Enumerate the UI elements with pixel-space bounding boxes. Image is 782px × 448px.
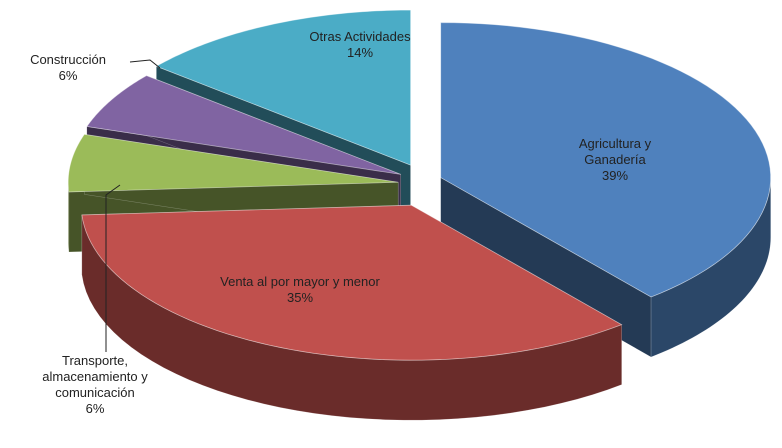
slice-value: 39% [601,168,629,183]
data-label: Construcción 6% [3,52,133,84]
slice-value: 6% [85,401,105,416]
slice-name: Transporte, almacenamiento y comunicació… [42,353,148,400]
slice-value: 6% [58,68,78,83]
pie-slice [86,75,401,175]
leader-line [129,59,161,69]
pie-slice [81,204,623,361]
slice-name: Construcción [30,52,106,67]
slice-value: 35% [286,290,314,305]
leader-line [105,184,121,352]
slice-name: Agricultura y Ganadería [578,136,652,167]
data-label: Venta al por mayor y menor 35% [215,274,385,306]
pie-slice [440,22,772,298]
slice-name: Otras Actividades [309,29,411,44]
data-label: Otras Actividades 14% [285,29,435,61]
pie-slice [155,9,412,166]
slice-value: 14% [346,45,374,60]
data-label: Agricultura y Ganadería 39% [555,136,675,184]
slice-name: Venta al por mayor y menor [220,274,380,289]
data-label: Transporte, almacenamiento y comunicació… [15,353,175,417]
pie-slice [67,133,399,193]
slice-wall [67,182,70,253]
